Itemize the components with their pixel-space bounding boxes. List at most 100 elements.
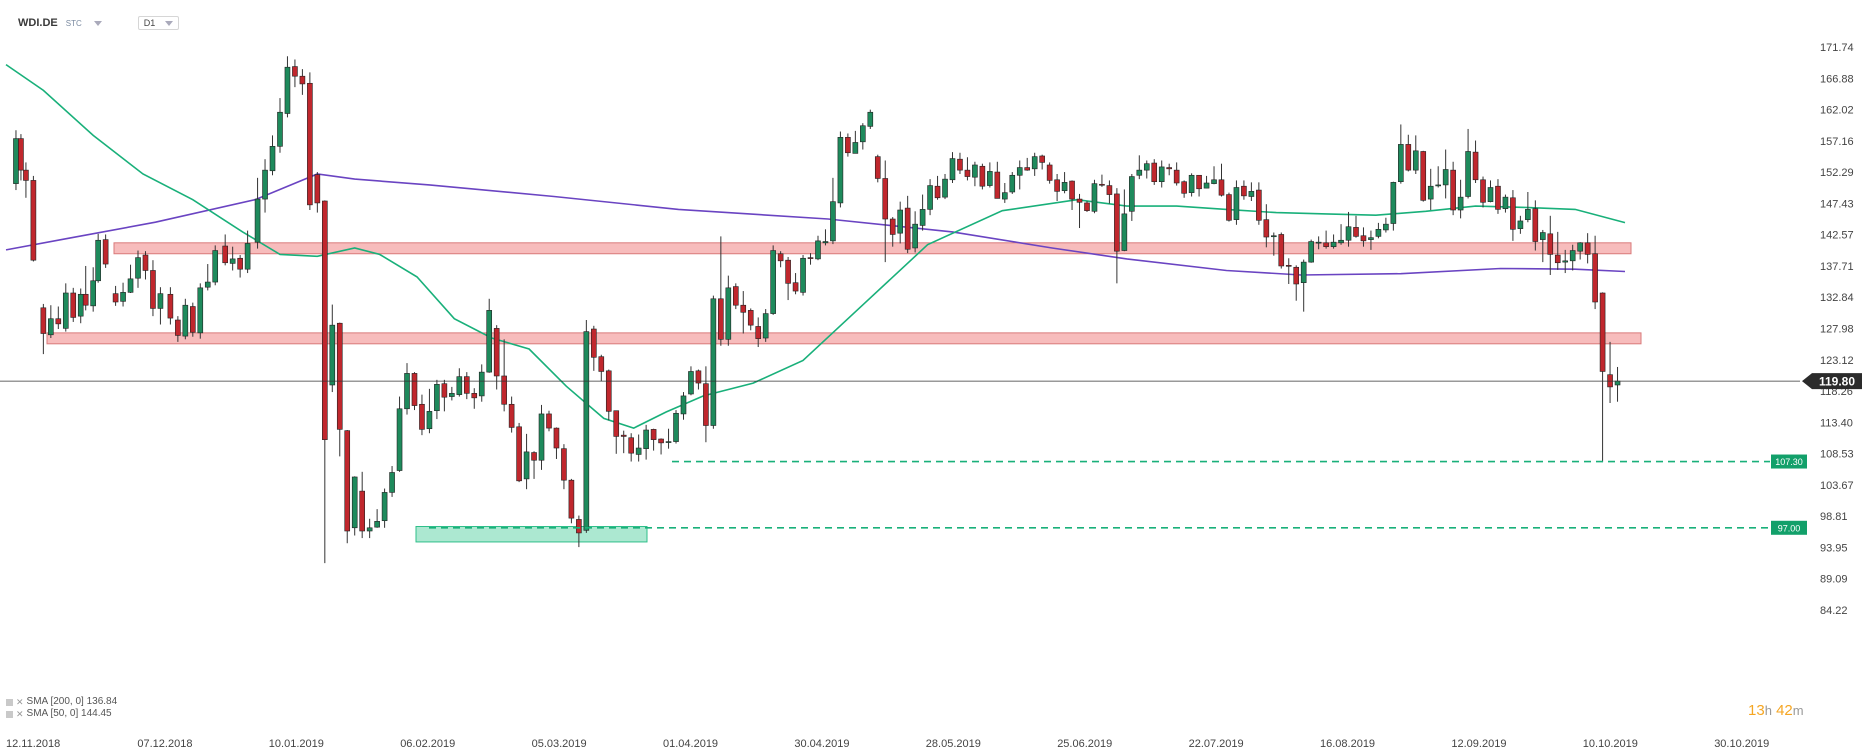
candle [680, 392, 687, 420]
candle-body [1323, 242, 1329, 247]
candle [747, 308, 754, 331]
candle-body [1031, 156, 1038, 170]
candle-body [583, 331, 590, 531]
candle-body [1390, 182, 1397, 224]
x-tick-label: 30.10.2019 [1714, 738, 1769, 750]
candle [598, 354, 605, 382]
candle [568, 478, 575, 524]
candle-body [889, 218, 896, 235]
candle [897, 201, 903, 244]
symbol-label[interactable]: WDI.DE [18, 17, 58, 29]
candle-body [710, 298, 717, 426]
close-icon[interactable]: ✕ [16, 709, 24, 719]
candle [127, 264, 134, 293]
candle [1323, 230, 1329, 249]
x-tick-label: 05.03.2019 [532, 738, 587, 750]
candle-body [112, 293, 119, 303]
candle-body [732, 286, 739, 306]
candle [1614, 366, 1621, 402]
candle-body [336, 322, 343, 430]
candle-body [927, 185, 933, 210]
candle [867, 109, 874, 129]
candle [1420, 150, 1427, 202]
candle [1173, 162, 1180, 186]
candle [426, 388, 433, 434]
source-label[interactable]: STC [65, 18, 82, 28]
candle-body [284, 66, 291, 114]
candle [13, 130, 19, 191]
candle [1353, 215, 1359, 238]
level-tag [1771, 454, 1807, 469]
y-tick-label: 157.16 [1820, 136, 1854, 148]
candle-body [1614, 380, 1621, 386]
y-tick-label: 113.40 [1820, 417, 1853, 429]
candle [359, 471, 365, 539]
candle [1398, 124, 1404, 184]
candle [874, 154, 881, 183]
candle [478, 364, 485, 402]
candle-body [830, 201, 836, 242]
candle-body [1480, 179, 1486, 203]
candle [770, 245, 776, 315]
timeframe-select[interactable]: D1 [137, 16, 180, 30]
candle [531, 451, 537, 479]
candle-body [1368, 237, 1374, 240]
candle [1024, 157, 1031, 171]
y-tick-label: 142.57 [1820, 230, 1854, 242]
candle-body [411, 373, 418, 406]
candle [762, 309, 769, 342]
candle-body [658, 438, 664, 444]
candle-body [82, 293, 89, 306]
candle-body [1472, 151, 1479, 181]
candle-body [1427, 185, 1434, 200]
candle [182, 298, 189, 340]
candle-body [1069, 180, 1075, 200]
candle-body [1271, 235, 1277, 238]
candle-body [643, 429, 649, 449]
x-tick-label: 22.07.2019 [1189, 738, 1244, 750]
legend-sma50-label: SMA [50, 0] 144.45 [26, 708, 112, 719]
candle-body [1540, 232, 1546, 240]
candle-body [1106, 185, 1113, 195]
x-tick-label: 12.09.2019 [1451, 738, 1506, 750]
candle-body [508, 403, 515, 428]
candle-body [13, 138, 19, 184]
indicator-settings-icon[interactable] [6, 698, 13, 706]
candle [48, 305, 54, 339]
indicator-settings-icon[interactable] [6, 710, 13, 718]
timeframe-value: D1 [143, 18, 156, 28]
legend-sma200-label: SMA [200, 0] 136.84 [26, 696, 118, 707]
candle [471, 388, 478, 409]
candle [277, 98, 283, 153]
candle-body [1308, 241, 1314, 263]
legend-sma50[interactable]: ✕ SMA [50, 0] 144.45 [6, 708, 117, 720]
zone-resistance-1 [46, 332, 1642, 345]
candle [486, 298, 493, 373]
candle [613, 410, 620, 454]
candle [292, 59, 298, 88]
source-dropdown-icon[interactable] [93, 20, 102, 26]
candle-body [1353, 227, 1359, 237]
close-icon[interactable]: ✕ [16, 697, 24, 707]
candle-body [1158, 166, 1165, 183]
candle [1046, 162, 1053, 184]
chevron-down-icon [165, 20, 174, 26]
candle-body [703, 383, 709, 426]
candle [1114, 188, 1120, 284]
candle [1562, 249, 1569, 274]
candle-body [553, 427, 560, 449]
countdown-minutes-unit: m [1792, 703, 1804, 718]
candle-body [845, 137, 851, 154]
candle-body [204, 281, 211, 288]
legend-sma200[interactable]: ✕ SMA [200, 0] 136.84 [6, 696, 117, 708]
candle-body [591, 328, 597, 358]
candle [755, 317, 762, 348]
candle-body [135, 257, 141, 279]
candle [583, 320, 590, 533]
candle-body [269, 146, 276, 172]
candle [882, 160, 889, 263]
candle [620, 430, 627, 454]
candle-body [620, 434, 627, 437]
x-tick-label: 16.08.2019 [1320, 738, 1375, 750]
